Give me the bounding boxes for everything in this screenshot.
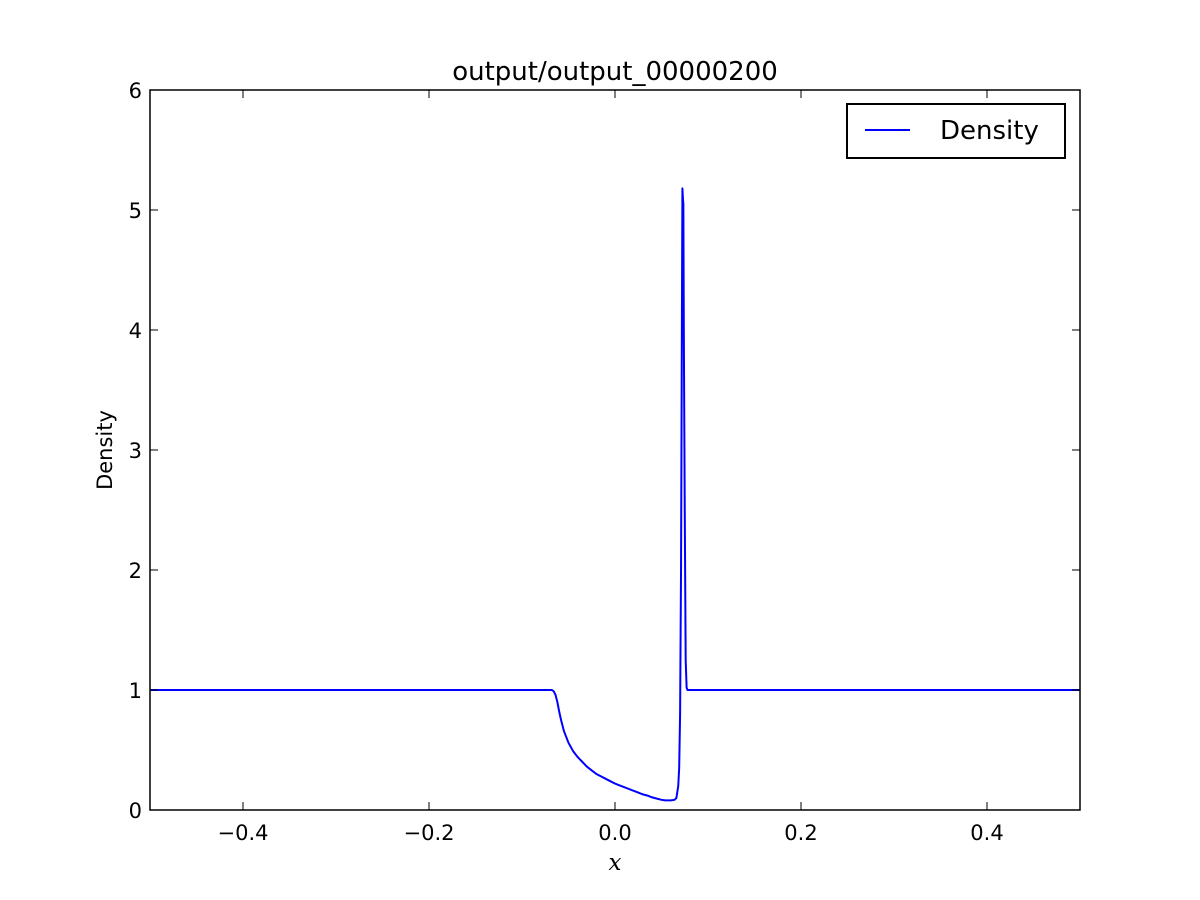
x-tick-label: −0.2 (404, 821, 455, 845)
series-line-density (150, 187, 1080, 802)
legend: Density (846, 103, 1066, 159)
y-axis-label: Density (93, 410, 117, 490)
y-tick-label: 3 (129, 439, 142, 463)
y-tick-label: 1 (129, 679, 142, 703)
x-tick-label: 0.2 (784, 821, 817, 845)
x-tick-label: 0.4 (970, 821, 1003, 845)
plot-area: −0.4 −0.2 0.0 0.2 0.4 0 1 2 3 4 5 6 (129, 79, 1081, 845)
y-tick-label: 2 (129, 559, 142, 583)
x-tick-label: 0.0 (598, 821, 631, 845)
y-tick-label: 5 (129, 199, 142, 223)
x-tick-label: −0.4 (218, 821, 269, 845)
y-tick-label: 4 (129, 319, 142, 343)
y-tick-label: 6 (129, 79, 142, 103)
chart-title: output/output_00000200 (452, 57, 778, 87)
legend-label-density: Density (940, 116, 1039, 146)
x-axis-label: x (609, 850, 622, 876)
y-tick-label: 0 (129, 799, 142, 823)
